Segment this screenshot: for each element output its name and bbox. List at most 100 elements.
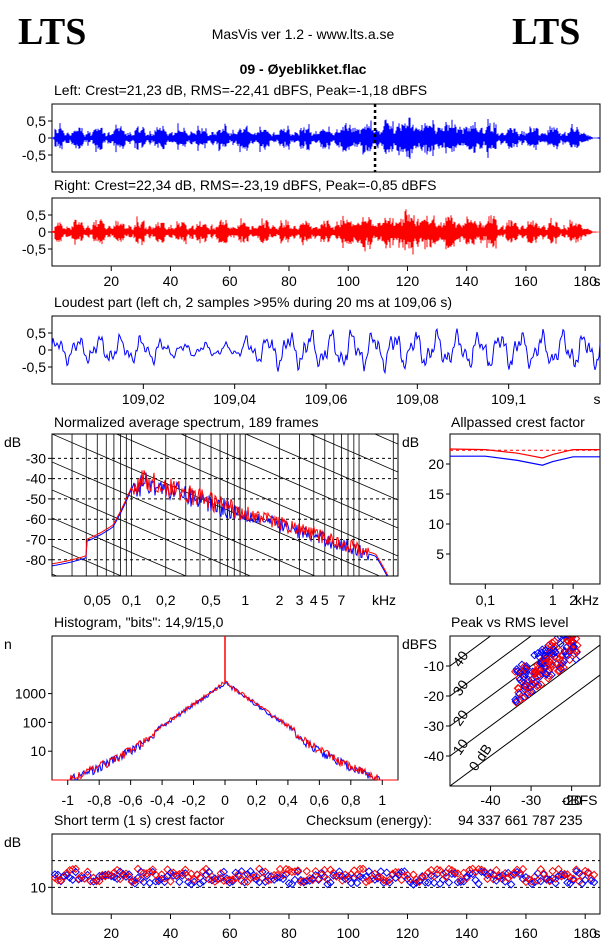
spectrum-ytick-label: -50 xyxy=(26,491,46,507)
peak-rms-ytick-label: -40 xyxy=(424,748,444,764)
short-crest-point xyxy=(583,868,593,877)
short-crest-point xyxy=(207,872,217,881)
short-crest-point xyxy=(65,873,75,882)
peak-rms-xlabel: dBFS xyxy=(562,792,597,808)
short-crest-point xyxy=(255,864,264,874)
peak-rms-point xyxy=(513,667,522,676)
spectrum-slope-line xyxy=(52,545,123,576)
short-crest-point xyxy=(498,874,507,884)
short-crest-point xyxy=(391,873,400,883)
short-crest-point xyxy=(527,879,537,889)
short-crest-point xyxy=(186,869,196,879)
short-crest-point xyxy=(323,879,332,889)
short-crest-point xyxy=(320,865,329,875)
short-crest-point xyxy=(492,865,501,875)
short-crest-point xyxy=(139,877,149,887)
short-crest-point xyxy=(109,868,119,877)
spectrum-title: Normalized average spectrum, 189 frames xyxy=(54,414,319,430)
peak-rms-point xyxy=(511,695,520,704)
peak-rms-diagonal xyxy=(450,644,600,757)
spectrum-xtick-label: 0,05 xyxy=(84,592,111,608)
peak-rms-point xyxy=(521,663,531,673)
short-crest-point xyxy=(50,873,60,883)
left-ytick-label: 0,5 xyxy=(27,113,47,129)
short-crest-point xyxy=(184,877,193,887)
peak-rms-xtick-label: -30 xyxy=(521,792,541,808)
peak-rms-point xyxy=(556,639,565,649)
right-ytick-label: -0,5 xyxy=(22,241,46,257)
short-crest-point xyxy=(133,873,143,883)
checksum-value: 94 337 661 787 235 xyxy=(458,812,583,828)
left-channel-title: Left: Crest=21,23 dB, RMS=-22,41 dBFS, P… xyxy=(54,82,428,98)
short-crest-point xyxy=(228,875,237,884)
histogram-ytick-label: 100 xyxy=(23,714,47,730)
short-crest-point xyxy=(382,868,391,877)
histogram-xtick-label: 0,4 xyxy=(278,792,298,808)
spectrum-xtick-label: 5 xyxy=(321,592,329,608)
short-crest-point xyxy=(323,875,332,884)
short-crest-point xyxy=(341,870,350,879)
short-crest-point xyxy=(195,879,205,888)
spectrum-slope-line xyxy=(52,238,398,388)
peak-rms-diagonal-label: 30 xyxy=(449,677,471,699)
short-crest-point xyxy=(441,872,451,881)
short-crest-point xyxy=(133,864,143,874)
peak-rms-point xyxy=(574,620,581,627)
histogram-xtick-label: 0,6 xyxy=(310,792,330,808)
peak-rms-point xyxy=(533,672,542,681)
time-xtick-label: 180 xyxy=(574,273,598,289)
short-crest-xtick-label: 80 xyxy=(281,925,297,941)
short-crest-point xyxy=(166,877,175,886)
file-title: 09 - Øyeblikket.flac xyxy=(239,61,367,77)
short-crest-point xyxy=(545,875,554,885)
spectrum-ytick-label: -70 xyxy=(26,531,46,547)
short-crest-point xyxy=(471,867,480,877)
allpassed-xtick-label: 2 xyxy=(569,592,577,608)
allpassed-title: Allpassed crest factor xyxy=(451,414,585,430)
lts-logo-right: LTS xyxy=(512,11,581,53)
app-title: MasVis ver 1.2 - www.lts.a.se xyxy=(211,26,395,42)
spectrum-xtick-label: 7 xyxy=(338,592,346,608)
short-crest-point xyxy=(385,875,394,884)
short-crest-point xyxy=(438,875,448,884)
short-crest-xtick-label: 60 xyxy=(222,925,238,941)
spectrum-xtick-label: 4 xyxy=(310,592,318,608)
short-crest-point xyxy=(376,873,386,882)
short-crest-point xyxy=(364,876,374,885)
short-crest-point xyxy=(518,874,528,884)
short-crest-point xyxy=(589,870,599,880)
allpassed-series-line xyxy=(449,448,600,459)
peak-rms-point xyxy=(525,687,535,697)
spectrum-slope-line xyxy=(309,434,398,473)
short-crest-point xyxy=(503,873,513,883)
short-crest-point xyxy=(586,876,596,885)
peak-rms-xtick-label: -20 xyxy=(562,792,582,808)
short-crest-point xyxy=(154,876,163,886)
loudest-xtick-label: 109,08 xyxy=(396,391,439,407)
short-crest-point xyxy=(551,878,560,888)
short-crest-point xyxy=(462,872,471,881)
short-crest-point xyxy=(145,878,154,888)
short-crest-point xyxy=(569,875,578,885)
loudest-xunit: s xyxy=(594,391,601,407)
time-xtick-label: 80 xyxy=(281,273,297,289)
left-ytick-label: -0,5 xyxy=(22,147,46,163)
short-crest-point xyxy=(326,865,335,875)
short-crest-point xyxy=(346,878,356,888)
short-crest-point xyxy=(352,878,362,888)
allpassed-series-line xyxy=(450,455,600,466)
left-ytick-label: 0 xyxy=(38,130,46,146)
short-crest-xtick-label: 120 xyxy=(396,925,420,941)
right-waveform xyxy=(51,209,601,255)
right-ytick-label: 0,5 xyxy=(27,207,47,223)
short-crest-point xyxy=(284,865,294,875)
short-crest-point xyxy=(518,864,528,874)
short-crest-point xyxy=(272,870,282,880)
peak-rms-point xyxy=(513,684,523,693)
right-channel-title: Right: Crest=22,34 dB, RMS=-23,19 dBFS, … xyxy=(54,177,437,193)
histogram-xtick-label: 1 xyxy=(378,792,386,808)
histogram-xtick-label: -0,4 xyxy=(150,792,174,808)
short-crest-point xyxy=(418,873,427,882)
time-xtick-label: 160 xyxy=(514,273,538,289)
